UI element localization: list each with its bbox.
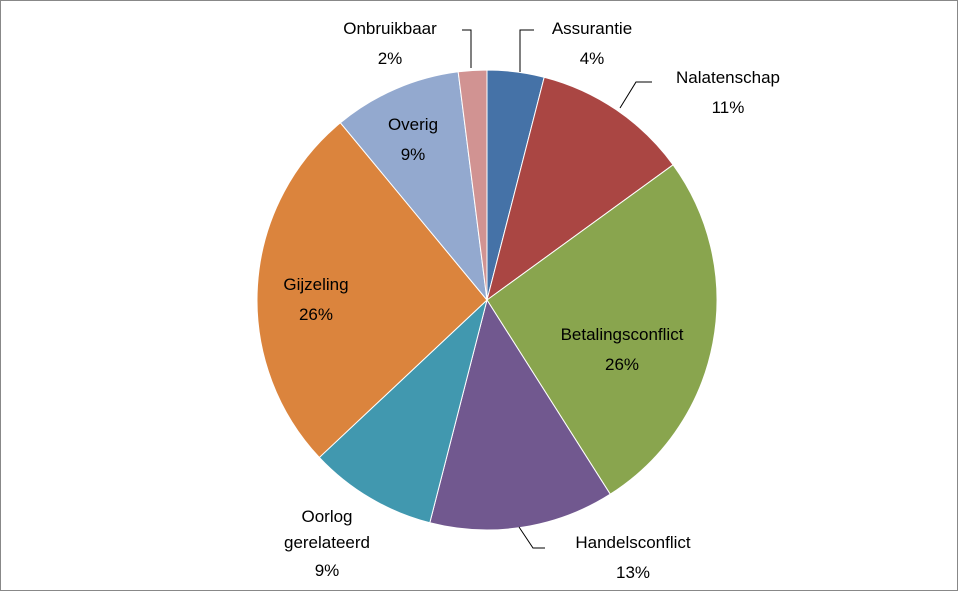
leader-line [462,29,472,68]
leader-line [619,81,652,109]
pie-slice [457,69,488,301]
pie-slice [429,298,611,531]
label-value: 2% [377,49,403,68]
data-label: Assurantie 4% [552,14,632,74]
label-value: 9% [400,145,426,164]
pie-slice [256,122,488,459]
label-value: 9% [314,561,340,580]
leader-line [518,526,545,549]
leader-line [519,29,534,72]
data-label: Gijzeling 26% [283,270,348,330]
pie-slice [486,164,718,495]
label-name: Betalingsconflict [560,325,684,344]
label-value: 26% [604,355,640,374]
label-value: 26% [298,305,334,324]
pie-slice [486,76,674,302]
label-value: 11% [711,98,745,117]
data-label: Overig 9% [388,110,438,170]
label-name: Oorlog gerelateerd [283,507,370,552]
label-name: Gijzeling [283,275,349,294]
data-label: Handelsconflict 13% [575,528,690,588]
data-label: Nalatenschap 11% [676,63,780,123]
data-label: Onbruikbaar 2% [343,14,437,74]
label-name: Assurantie [551,19,633,38]
pie-slice [339,71,488,302]
pie-slice [318,298,488,524]
data-label: Oorlog gerelateerd 9% [262,504,392,586]
label-value: 4% [579,49,605,68]
label-name: Onbruikbaar [343,19,437,38]
label-name: Nalatenschap [676,68,780,87]
data-label: Betalingsconflict 26% [561,320,684,380]
label-name: Overig [387,115,439,134]
label-value: 13% [615,563,651,582]
label-name: Handelsconflict [575,533,691,552]
